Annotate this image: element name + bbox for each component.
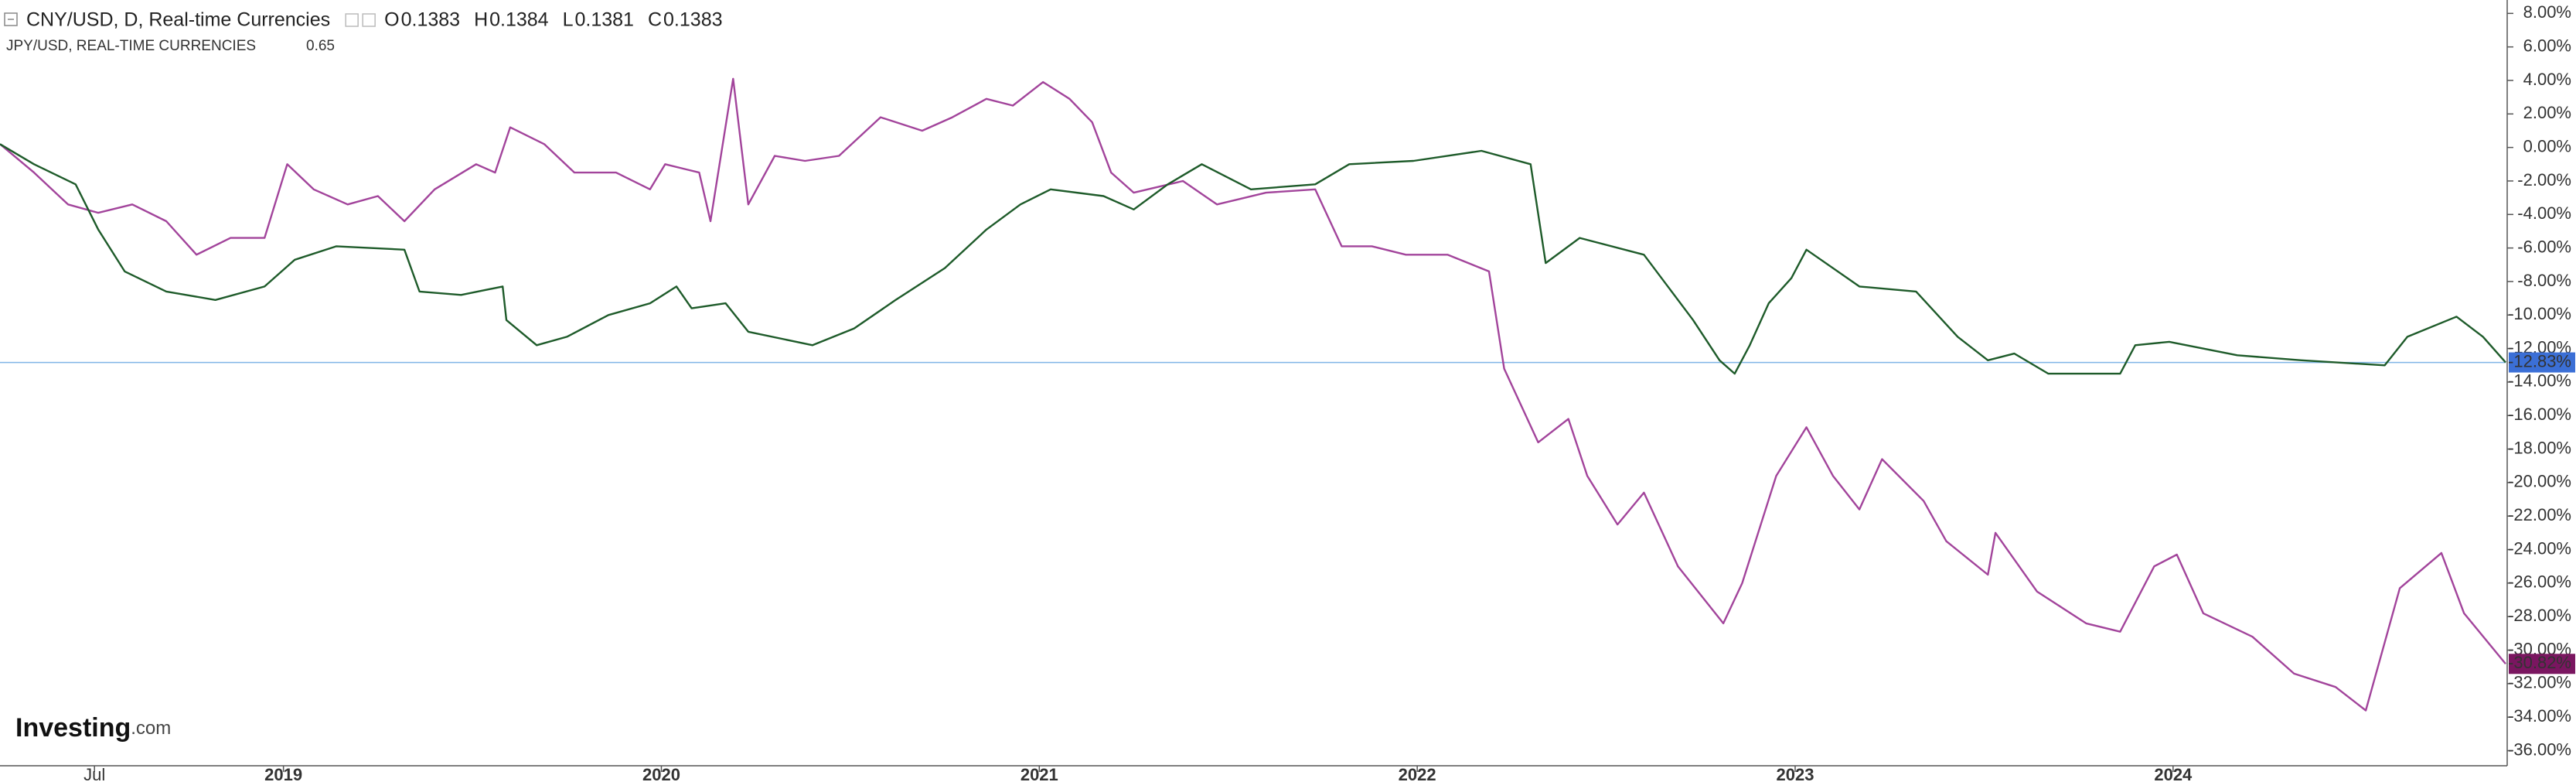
y-tick-label: -24.00% bbox=[2508, 538, 2571, 558]
subtitle: JPY/USD, REAL-TIME CURRENCIES bbox=[6, 38, 256, 54]
x-tick-label: Jul bbox=[83, 765, 105, 782]
y-tick-label: -32.00% bbox=[2508, 673, 2571, 692]
x-tick-label: 2019 bbox=[264, 765, 302, 782]
y-tick-label: -16.00% bbox=[2508, 405, 2571, 424]
y-tick-label: -6.00% bbox=[2517, 237, 2571, 256]
ohlc: O 0.1383 H 0.1384 L 0.1381 C 0.1383 bbox=[384, 9, 722, 31]
header: CNY/USD, D, Real-time Currencies O 0.1383… bbox=[4, 9, 723, 54]
ohlc-label: O bbox=[384, 9, 399, 31]
y-tick-label: 2.00% bbox=[2523, 103, 2571, 122]
ohlc-value: 0.1381 bbox=[575, 9, 634, 31]
y-tick-label: -8.00% bbox=[2517, 271, 2571, 290]
y-tick-label: 4.00% bbox=[2523, 70, 2571, 89]
x-tick-label: 2023 bbox=[1777, 765, 1814, 782]
ohlc-label: L bbox=[563, 9, 574, 31]
logo-suffix: .com bbox=[131, 718, 171, 739]
y-tick-label: 6.00% bbox=[2523, 36, 2571, 55]
ohlc-label: H bbox=[474, 9, 488, 31]
ohlc-value: 0.1383 bbox=[663, 9, 722, 31]
logo-main: Investing bbox=[15, 713, 131, 743]
ohlc-value: 0.1383 bbox=[401, 9, 460, 31]
settings-icon bbox=[362, 13, 376, 27]
y-tick-label: -26.00% bbox=[2508, 572, 2571, 592]
x-tick-label: 2020 bbox=[642, 765, 680, 782]
y-tick-label: -4.00% bbox=[2517, 203, 2571, 223]
y-tick-label: -36.00% bbox=[2508, 739, 2571, 759]
y-tick-label: -10.00% bbox=[2508, 304, 2571, 323]
last-value-box bbox=[2509, 352, 2575, 373]
ohlc-label: C bbox=[648, 9, 662, 31]
y-tick-label: -20.00% bbox=[2508, 472, 2571, 491]
series-line bbox=[0, 143, 2506, 375]
y-tick-label: -22.00% bbox=[2508, 505, 2571, 524]
y-tick-label: -14.00% bbox=[2508, 371, 2571, 391]
collapse-icon[interactable] bbox=[4, 12, 18, 26]
ohlc-value: 0.1384 bbox=[489, 9, 549, 31]
settings-icon bbox=[345, 13, 359, 27]
y-tick-label: -18.00% bbox=[2508, 438, 2571, 457]
chart-title: CNY/USD, D, Real-time Currencies bbox=[26, 9, 330, 31]
x-tick-label: 2021 bbox=[1021, 765, 1058, 782]
y-tick-label: -34.00% bbox=[2508, 706, 2571, 726]
y-tick-label: 0.00% bbox=[2523, 136, 2571, 155]
y-tick-label: -2.00% bbox=[2517, 170, 2571, 190]
subtitle-value: 0.65 bbox=[306, 38, 335, 54]
y-tick-label: -28.00% bbox=[2508, 606, 2571, 625]
last-value-box bbox=[2509, 654, 2575, 674]
last-value-label: -30.82% bbox=[2508, 653, 2571, 672]
series-line bbox=[0, 77, 2506, 712]
x-tick-label: 2024 bbox=[2154, 765, 2193, 782]
x-tick-label: 2022 bbox=[1399, 765, 1436, 782]
logo: Investing.com bbox=[15, 713, 171, 743]
y-tick-label: 8.00% bbox=[2523, 2, 2571, 22]
last-value-label: -12.83% bbox=[2508, 351, 2571, 371]
